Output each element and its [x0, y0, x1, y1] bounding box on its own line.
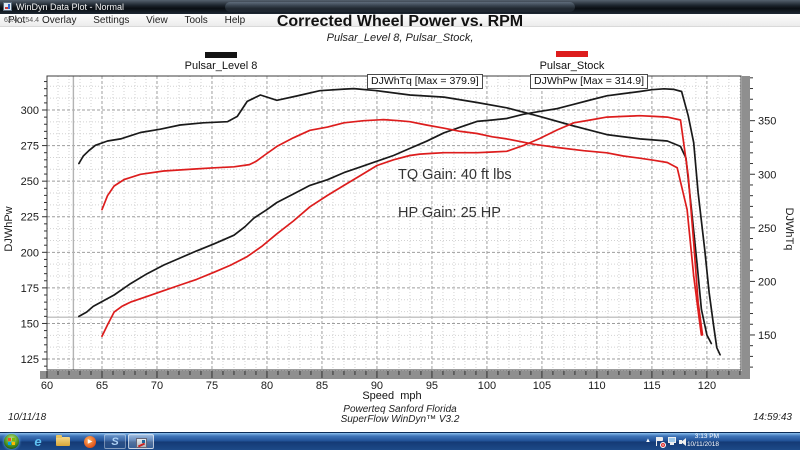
curve-pulsar-level-8-djwhtq: [78, 87, 713, 345]
y-right-tick-label: 250: [758, 223, 776, 235]
x-tick-label: 65: [96, 380, 108, 392]
curve-pulsar-stock-djwhtq: [101, 118, 703, 336]
x-axis-title: Speed mph: [362, 390, 422, 402]
plot-background: [47, 76, 741, 370]
menu-settings[interactable]: Settings: [93, 15, 130, 26]
y-right-tick-label: 200: [758, 276, 776, 288]
start-flag-yellow: [12, 442, 15, 445]
y-right-tick-label: 350: [758, 116, 776, 128]
tray-show-hidden-icons[interactable]: ▲: [645, 438, 651, 444]
footer-date: 10/11/18: [8, 412, 47, 423]
media-player-icon[interactable]: ▶: [79, 434, 101, 449]
chart-subtitle: Pulsar_Level 8, Pulsar_Stock,: [326, 32, 474, 44]
network-icon[interactable]: [668, 437, 678, 446]
legend-swatch-level8: [205, 52, 237, 58]
torque-gain-annotation: TQ Gain: 40 ft lbs: [398, 167, 512, 183]
y-right-axis-title: DJWhTq: [783, 207, 795, 251]
start-button[interactable]: [4, 434, 19, 449]
x-tick-label: 90: [371, 380, 383, 392]
flag-cloth: [657, 437, 663, 441]
right-axis-band: [742, 76, 750, 379]
x-tick-label: 75: [206, 380, 218, 392]
speaker-icon[interactable]: [679, 437, 689, 446]
action-center-flag-icon[interactable]: x: [656, 437, 666, 448]
footer-company: Powerteq Sanford Florida: [343, 404, 457, 415]
y-left-tick-label: 225: [21, 212, 39, 224]
y-left-tick-label: 200: [21, 247, 39, 259]
x-tick-label: 115: [643, 380, 661, 392]
menu-plot[interactable]: Plot: [8, 15, 26, 26]
window-title: WinDyn Data Plot - Normal: [16, 2, 125, 12]
y-right-tick-label: 150: [758, 330, 776, 342]
folder-icon: [56, 435, 70, 446]
superflow-app-button[interactable]: S: [104, 434, 126, 449]
x-tick-label: 100: [478, 380, 496, 392]
y-right-tick-label: 300: [758, 169, 776, 181]
play-circle-icon: ▶: [84, 436, 96, 448]
app-icon: [3, 2, 12, 11]
titlebar-glass: [225, 2, 575, 12]
menubar: Plot Overlay Settings View Tools Help: [0, 14, 800, 27]
tray-clock[interactable]: 3:13 PM 10/11/2018: [683, 433, 719, 449]
legend-label-level8: Pulsar_Level 8: [184, 60, 258, 72]
windyn-app-button-active[interactable]: [128, 434, 154, 449]
curve-pulsar-stock-djwhpw: [101, 114, 704, 338]
clock-date: 10/11/2018: [686, 441, 719, 448]
footer-time: 14:59:43: [753, 412, 792, 423]
cursor-coordinate-readout: 62.4, 154.4: [4, 17, 40, 24]
menu-tools[interactable]: Tools: [184, 15, 208, 26]
chart-title: Corrected Wheel Power vs. RPM: [276, 13, 524, 30]
menu-overlay[interactable]: Overlay: [42, 15, 77, 26]
taskbar: [0, 432, 800, 450]
y-left-axis-title: DJWhPw: [3, 206, 15, 252]
legend-label-stock: Pulsar_Stock: [539, 60, 605, 72]
x-tick-label: 95: [426, 380, 438, 392]
menu-view[interactable]: View: [146, 15, 168, 26]
hp-gain-annotation: HP Gain: 25 HP: [398, 205, 501, 221]
start-flag-blue: [8, 442, 11, 445]
action-center-alert-badge: x: [660, 442, 666, 448]
footer-software: SuperFlow WinDyn™ V3.2: [340, 414, 460, 425]
windyn-icon: [136, 438, 147, 448]
y-left-tick-label: 300: [21, 105, 39, 117]
y-left-tick-label: 275: [21, 141, 39, 153]
max-torque-label: DJWhTq [Max = 379.9]: [367, 74, 483, 89]
x-tick-label: 60: [41, 380, 53, 392]
y-left-tick-label: 175: [21, 283, 39, 295]
x-tick-label: 110: [588, 380, 606, 392]
x-tick-label: 105: [533, 380, 551, 392]
window-titlebar[interactable]: WinDyn Data Plot - Normal: [0, 0, 800, 14]
y-left-tick-label: 150: [21, 318, 39, 330]
menu-help[interactable]: Help: [224, 15, 246, 26]
max-power-label: DJWhPw [Max = 314.9]: [530, 74, 648, 89]
x-axis-band: [40, 371, 750, 379]
clock-time: 3:13 PM: [694, 433, 719, 440]
explorer-folder-icon[interactable]: [52, 434, 74, 449]
start-flag-green: [12, 438, 15, 441]
x-tick-label: 120: [698, 380, 716, 392]
x-tick-label: 70: [151, 380, 163, 392]
legend-swatch-stock: [556, 51, 588, 57]
flag-pole: [656, 437, 657, 446]
x-tick-label: 80: [261, 380, 273, 392]
x-tick-label: 85: [316, 380, 328, 392]
y-left-tick-label: 250: [21, 176, 39, 188]
internet-explorer-icon[interactable]: e: [34, 434, 42, 449]
y-left-tick-label: 125: [21, 354, 39, 366]
start-flag-red: [8, 438, 11, 441]
curve-pulsar-level-8-djwhpw: [78, 87, 721, 356]
